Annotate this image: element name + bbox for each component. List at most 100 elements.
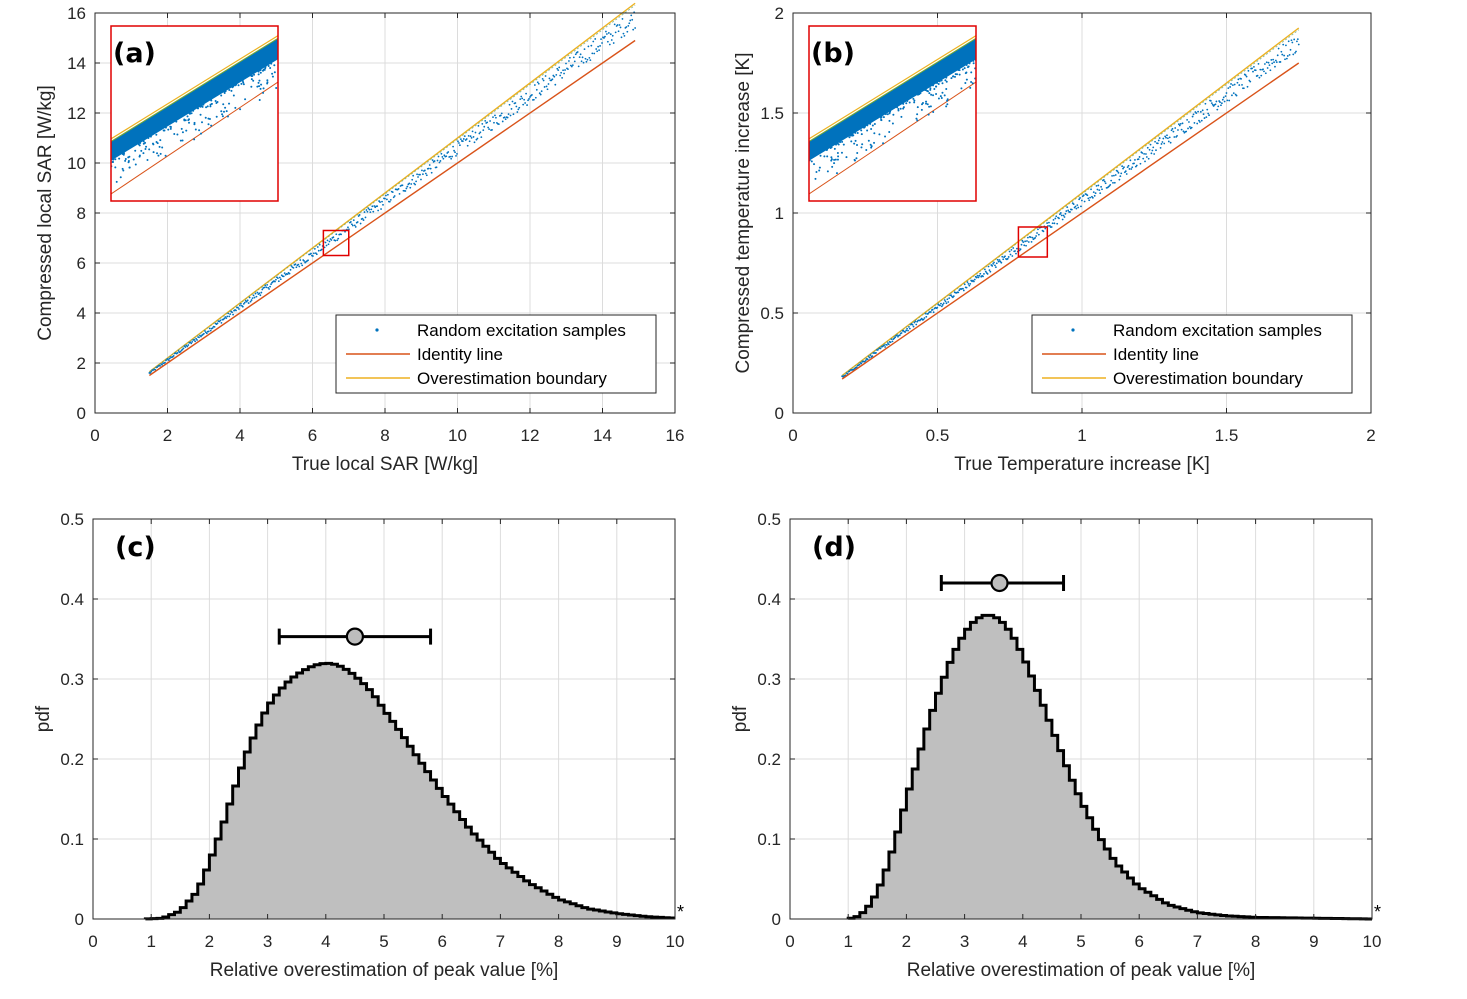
- sample-point: [518, 106, 521, 109]
- sample-point: [1216, 108, 1219, 111]
- inset-sample-point: [158, 145, 161, 148]
- inset-sample-point: [205, 106, 208, 109]
- sample-point: [458, 142, 460, 144]
- sample-point: [620, 36, 623, 39]
- inset-sample-point: [873, 122, 876, 125]
- sample-point: [1064, 212, 1067, 215]
- sample-point: [1031, 236, 1034, 239]
- legend-boundary-label: Overestimation boundary: [1113, 369, 1303, 388]
- sample-point: [922, 318, 925, 321]
- inset-sample-point: [830, 156, 833, 159]
- zoom-region-box: [1017, 226, 1049, 258]
- sample-point: [1042, 230, 1045, 233]
- inset-sample-point: [936, 81, 939, 84]
- sample-point: [300, 262, 303, 265]
- sample-point: [1210, 102, 1213, 105]
- sample-point: [226, 315, 229, 318]
- sample-point: [358, 214, 361, 216]
- sample-point: [900, 332, 903, 334]
- inset-sample-point: [919, 92, 922, 95]
- sample-point: [1242, 87, 1245, 90]
- sample-point: [991, 265, 994, 267]
- sample-point: [528, 97, 530, 100]
- sample-point: [176, 351, 179, 354]
- sample-point: [591, 52, 594, 55]
- sample-point: [1200, 119, 1203, 122]
- inset-sample-point: [888, 131, 891, 134]
- legend-identity-label: Identity line: [417, 345, 503, 364]
- inset-sample-point: [935, 85, 938, 88]
- sample-point: [952, 295, 955, 298]
- inset-sample-point: [964, 81, 967, 84]
- sample-point: [1295, 50, 1297, 53]
- sample-point: [948, 297, 951, 300]
- sample-point: [385, 194, 387, 197]
- inset-sample-point: [854, 131, 857, 134]
- sample-point: [1229, 86, 1232, 88]
- sample-point: [543, 86, 546, 88]
- sample-point: [1152, 146, 1155, 149]
- sample-point: [379, 201, 381, 203]
- sample-point: [962, 289, 965, 292]
- inset-sample-point: [926, 103, 929, 106]
- x-tick-label: 4: [321, 932, 330, 951]
- sample-point: [207, 330, 210, 333]
- sample-point: [368, 208, 371, 211]
- sample-point: [1297, 43, 1300, 46]
- x-tick-label: 8: [554, 932, 563, 951]
- inset-sample-point: [882, 116, 885, 119]
- sample-point: [428, 164, 431, 166]
- sample-point: [245, 300, 248, 303]
- sample-point: [1112, 181, 1114, 184]
- identity-line: [841, 62, 1300, 380]
- inset-sample-point: [199, 105, 202, 108]
- sample-point: [567, 68, 569, 71]
- overestimation-boundary-line: [841, 27, 1300, 377]
- inset-sample-point: [870, 128, 873, 131]
- sample-point: [253, 296, 256, 299]
- sample-point: [590, 44, 593, 47]
- sample-point: [1270, 59, 1273, 61]
- sample-point: [1111, 174, 1113, 177]
- x-tick-label: 9: [612, 932, 621, 951]
- inset-sample-point: [260, 83, 263, 86]
- inset-sample-point: [269, 66, 272, 69]
- y-tick-label: 0: [75, 910, 84, 929]
- sample-point: [1014, 250, 1016, 252]
- panel-b: (b) Random excitation samples Identity lin…: [733, 4, 1376, 475]
- sample-point: [422, 173, 424, 176]
- inset-sample-point: [925, 100, 928, 103]
- inset-sample-point: [826, 155, 829, 158]
- sample-point: [1083, 200, 1086, 203]
- sample-point: [1220, 102, 1223, 105]
- sample-point: [473, 141, 476, 144]
- sample-point: [1149, 143, 1152, 146]
- sample-point: [977, 276, 980, 279]
- sample-point: [1199, 121, 1201, 123]
- x-tick-label: 1: [843, 932, 852, 951]
- sample-point: [364, 216, 367, 219]
- sample-point: [1274, 65, 1276, 68]
- sample-point: [1118, 178, 1121, 181]
- inset-sample-point: [900, 115, 903, 118]
- sample-point: [1134, 159, 1136, 161]
- inset-sample-point: [839, 141, 842, 144]
- inset-sample-point: [880, 115, 883, 118]
- sample-point: [1096, 188, 1099, 191]
- sample-point: [411, 178, 414, 181]
- inset-sample-point: [925, 102, 928, 105]
- sample-point: [601, 42, 603, 44]
- sample-point: [421, 169, 423, 172]
- sample-point: [213, 325, 216, 328]
- sample-point: [255, 295, 258, 298]
- sample-point: [1133, 162, 1135, 165]
- sample-point: [476, 137, 479, 140]
- sample-point: [326, 239, 329, 242]
- sample-point: [386, 193, 389, 196]
- inset-sample-point: [836, 151, 839, 154]
- sample-point: [1077, 206, 1080, 209]
- sample-point: [1156, 142, 1159, 145]
- sample-point: [598, 49, 601, 52]
- sample-point: [1099, 192, 1102, 195]
- inset-sample-point: [927, 113, 930, 116]
